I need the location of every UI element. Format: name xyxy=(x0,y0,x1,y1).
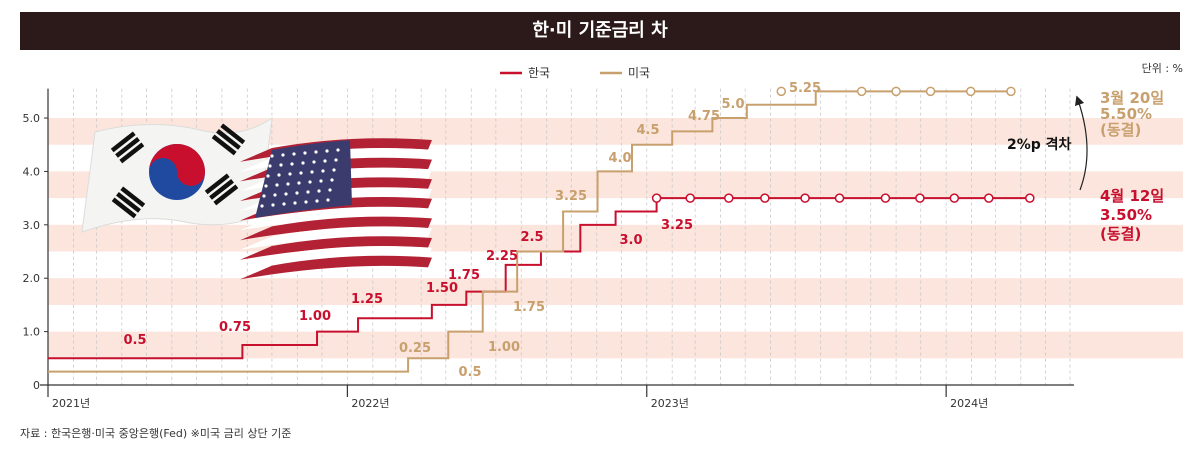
x-tick-label: 2024년 xyxy=(950,397,988,410)
korea-step-label: 2.25 xyxy=(486,249,518,264)
y-tick-label: 4.0 xyxy=(23,165,41,178)
y-tick-label: 1.0 xyxy=(23,326,41,339)
hold-marker xyxy=(1006,86,1016,97)
korea-step-label: 1.50 xyxy=(426,281,458,296)
bg-band xyxy=(48,331,1183,359)
legend-label-한국: 한국 xyxy=(528,66,550,80)
hold-marker xyxy=(984,193,994,203)
korea-step-label: 2.5 xyxy=(520,230,543,245)
us-step-label: 0.25 xyxy=(399,341,431,356)
title-bar: 한·미 기준금리 차 xyxy=(20,12,1180,50)
korea-end-annotation: (동결) xyxy=(1100,225,1141,243)
hold-marker xyxy=(776,86,787,97)
us-step-label: 4.0 xyxy=(608,151,631,166)
hold-marker xyxy=(760,193,770,203)
chart-title: 한·미 기준금리 차 xyxy=(532,20,668,41)
us-step-label: 1.00 xyxy=(488,340,520,355)
gap-annotation: 2%p 격차 xyxy=(1007,136,1072,153)
korea-end-annotation: 4월 12일 xyxy=(1100,187,1164,205)
x-tick-label: 2023년 xyxy=(651,397,689,410)
bg-band xyxy=(48,224,1183,252)
series-line-미국 xyxy=(48,90,1011,373)
x-tick-label: 2022년 xyxy=(351,397,389,410)
us-end-annotation: (동결) xyxy=(1100,121,1141,139)
hold-marker xyxy=(651,193,662,203)
hold-marker xyxy=(949,193,960,203)
us-end-annotation: 5.50% xyxy=(1100,105,1152,123)
y-tick-label: 5.0 xyxy=(23,112,41,125)
hold-marker xyxy=(915,193,925,203)
hold-marker xyxy=(834,193,845,203)
hold-marker xyxy=(925,86,936,97)
hold-marker xyxy=(856,86,867,97)
source-note: 자료 : 한국은행·미국 중앙은행(Fed) ※미국 금리 상단 기준 xyxy=(20,427,292,440)
bg-band xyxy=(48,278,1183,305)
y-tick-label: 3.0 xyxy=(23,219,41,232)
us-step-label: 3.25 xyxy=(555,189,587,204)
y-tick-label: 2.0 xyxy=(23,272,41,285)
korea-end-annotation: 3.50% xyxy=(1100,206,1152,224)
us-step-label: 4.75 xyxy=(688,109,720,124)
hold-marker xyxy=(880,193,891,203)
hold-marker xyxy=(891,86,901,97)
us-step-label: 0.5 xyxy=(458,365,481,380)
hold-marker xyxy=(685,193,695,203)
flags-illustration xyxy=(81,116,432,280)
us-step-label: 5.25 xyxy=(789,81,821,96)
korea-step-label: 1.25 xyxy=(351,292,383,307)
us-flag-image xyxy=(240,138,432,280)
korea-step-label: 1.75 xyxy=(448,268,480,283)
hold-marker xyxy=(966,86,976,97)
korea-step-label: 0.75 xyxy=(219,320,251,335)
korea-flag-image xyxy=(81,116,273,233)
us-step-label: 5.0 xyxy=(721,97,744,112)
x-tick-label: 2021년 xyxy=(52,397,90,410)
korea-step-label: 1.00 xyxy=(299,309,331,324)
us-step-label: 1.75 xyxy=(513,300,545,315)
unit-label: 단위 : % xyxy=(1142,62,1183,75)
gap-arrow xyxy=(1074,95,1088,191)
korea-step-label: 0.5 xyxy=(123,333,146,348)
korea-step-label: 3.0 xyxy=(619,233,642,248)
korea-step-label: 3.25 xyxy=(661,218,693,233)
us-step-label: 4.5 xyxy=(636,123,659,138)
us-end-annotation: 3월 20일 xyxy=(1100,89,1164,107)
hold-marker xyxy=(1025,193,1035,203)
y-tick-label: 0 xyxy=(33,379,40,392)
hold-marker xyxy=(724,193,734,203)
hold-marker xyxy=(800,193,810,203)
legend-label-미국: 미국 xyxy=(628,66,650,80)
